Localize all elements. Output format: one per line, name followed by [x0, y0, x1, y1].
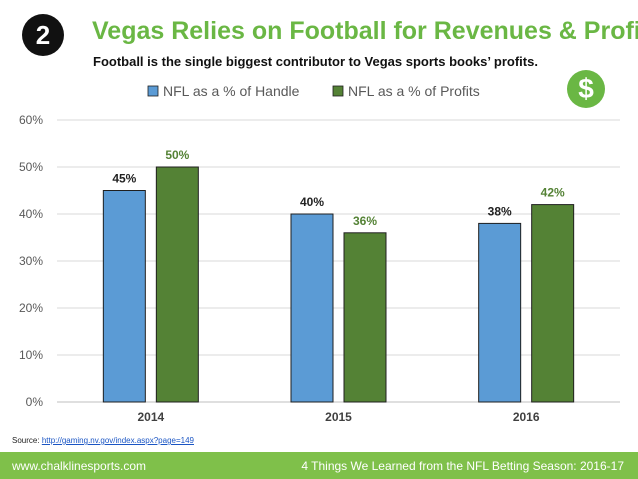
bar-handle-2014 — [102, 190, 146, 403]
bar-handle-2016 — [478, 222, 522, 403]
footer-website[interactable]: www.chalklinesports.com — [12, 459, 147, 473]
y-tick-label: 10% — [19, 348, 43, 362]
y-tick-label: 0% — [26, 395, 44, 409]
bar-profits-2014 — [155, 166, 199, 403]
legend-item: NFL as a % of Profits — [348, 83, 480, 99]
data-label: 50% — [165, 148, 189, 162]
slide-number-badge: 2 — [22, 14, 64, 56]
page-title: Vegas Relies on Football for Revenues & … — [92, 17, 638, 45]
source-link[interactable]: http://gaming.nv.gov/index.aspx?page=149 — [41, 436, 194, 445]
y-tick-label: 20% — [19, 301, 43, 315]
x-tick-label: 2014 — [137, 410, 164, 424]
footer-series-title: 4 Things We Learned from the NFL Betting… — [301, 459, 624, 473]
data-label: 42% — [541, 186, 565, 200]
y-tick-label: 30% — [19, 254, 43, 268]
bar-chart: 0% 10% 20% 30% 40% 50% 60% 45% 50% 2014 40% 36% 2015… — [19, 83, 620, 424]
legend-swatch — [147, 85, 159, 97]
data-label: 38% — [488, 204, 512, 218]
data-label: 40% — [300, 195, 324, 209]
dollar-icon: $ — [567, 70, 605, 108]
page-subtitle: Football is the single biggest contribut… — [93, 54, 538, 69]
data-label: 45% — [112, 172, 136, 186]
data-label: 36% — [353, 214, 377, 228]
legend-swatch — [332, 85, 344, 97]
x-tick-label: 2016 — [513, 410, 540, 424]
source-label: Source: — [12, 436, 40, 445]
y-tick-label: 60% — [19, 113, 43, 127]
footer-bar: www.chalklinesports.com 4 Things We Lear… — [0, 452, 638, 479]
legend-item: NFL as a % of Handle — [163, 83, 300, 99]
bar-profits-2016 — [531, 204, 575, 403]
bar-profits-2015 — [343, 232, 387, 403]
y-tick-label: 50% — [19, 160, 43, 174]
bar-handle-2015 — [290, 213, 334, 403]
source-note: Source: http://gaming.nv.gov/index.aspx?… — [12, 436, 194, 445]
y-tick-label: 40% — [19, 207, 43, 221]
x-tick-label: 2015 — [325, 410, 352, 424]
